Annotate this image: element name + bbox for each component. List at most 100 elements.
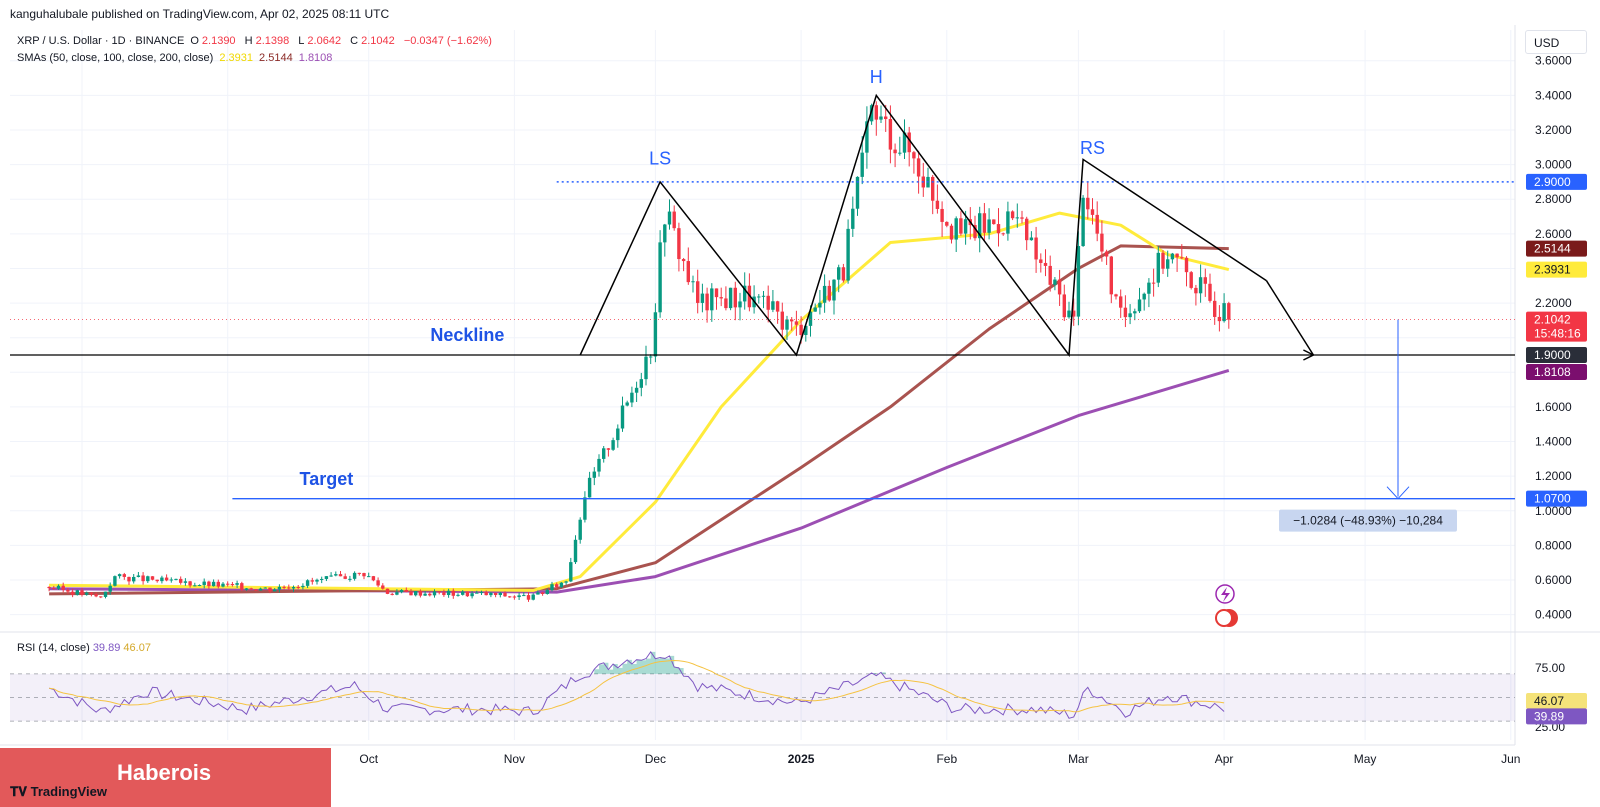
- candle-body: [451, 590, 455, 596]
- candle-body: [282, 586, 286, 588]
- candle-body: [428, 593, 432, 596]
- candle-body: [94, 594, 98, 597]
- candle-body: [235, 583, 239, 585]
- candle-body: [1034, 237, 1038, 260]
- time-tick-label: Jun: [1501, 752, 1520, 766]
- candle-body: [1208, 283, 1212, 301]
- candle-body: [230, 584, 235, 586]
- candle-body: [489, 592, 493, 596]
- rsi-legend[interactable]: RSI (14, close) 39.89 46.07: [17, 642, 151, 654]
- candle-body: [211, 581, 216, 587]
- candle-body: [315, 579, 319, 582]
- sma100-value: 2.5144: [259, 52, 293, 64]
- head-shoulders-lines: [579, 93, 1267, 358]
- change-value: −0.0347 (−1.62%): [403, 35, 492, 47]
- candle-body: [160, 577, 164, 582]
- candle-body: [1067, 310, 1071, 318]
- sma-label: SMAs (50, close, 100, close, 200, close): [17, 52, 214, 64]
- candle-body: [1170, 253, 1175, 260]
- price-tick-label: 2.8000: [1535, 192, 1572, 206]
- candle-body: [1048, 265, 1052, 285]
- time-tick-label: Oct: [359, 752, 378, 766]
- time-tick-label: Nov: [504, 752, 525, 766]
- candle-body: [827, 285, 831, 301]
- candle-body: [465, 591, 470, 597]
- candle-body: [470, 593, 474, 597]
- candle-body: [526, 595, 531, 600]
- candle-body: [996, 224, 1001, 234]
- candle-body: [1114, 294, 1118, 297]
- candle-body: [1090, 209, 1095, 215]
- candle-body: [404, 589, 408, 592]
- candle-body: [536, 592, 540, 595]
- candle-body: [775, 301, 780, 312]
- candle-body: [879, 116, 883, 120]
- price-tick-label: 0.6000: [1535, 573, 1572, 587]
- candle-body: [1227, 303, 1231, 320]
- candle-body: [75, 590, 79, 595]
- candle-body: [437, 591, 441, 593]
- price-tick-label: 3.2000: [1535, 123, 1572, 137]
- candle-body: [324, 576, 329, 579]
- candle-body: [446, 590, 451, 596]
- candle-body: [188, 581, 192, 586]
- candle-body: [334, 574, 338, 576]
- candle-body: [785, 319, 789, 330]
- candle-body: [949, 225, 954, 240]
- candle-body: [1217, 316, 1222, 322]
- candle-body: [696, 281, 700, 303]
- candle-body: [169, 579, 173, 581]
- candle-body: [207, 581, 211, 587]
- site-name: Haberois: [117, 760, 212, 785]
- sma100-tag: [1526, 240, 1587, 257]
- candle-body: [1133, 311, 1137, 314]
- candle-body: [714, 288, 719, 298]
- candle-body: [493, 592, 498, 596]
- candle-body: [1184, 257, 1189, 273]
- symbol-legend[interactable]: XRP / U.S. Dollar · 1D · BINANCE O 2.1390…: [17, 35, 492, 47]
- countdown-text: 15:48:16: [1534, 327, 1581, 341]
- candle-body: [47, 586, 51, 589]
- currency-selector[interactable]: USD: [1525, 30, 1587, 54]
- candle-body: [569, 562, 573, 582]
- annotation-target: Target: [300, 469, 354, 489]
- measure-label: −1.0284 (−48.93%) −10,284: [1293, 514, 1443, 528]
- candle-body: [710, 288, 714, 311]
- candle-body: [89, 592, 94, 595]
- candle-body: [743, 285, 747, 302]
- candle-body: [982, 213, 987, 233]
- candle-body: [296, 587, 300, 589]
- candle-body: [1029, 237, 1034, 241]
- candle-body: [338, 574, 343, 577]
- candle-body: [301, 585, 305, 588]
- neckline-tag: [1526, 347, 1587, 363]
- candle-body: [409, 591, 413, 596]
- candle-body: [329, 575, 333, 577]
- candle-body: [385, 588, 390, 594]
- candle-body: [1010, 211, 1015, 219]
- candle-body: [1100, 233, 1104, 252]
- candle-body: [545, 590, 549, 594]
- candle-body: [573, 539, 578, 563]
- candle-body: [728, 287, 733, 309]
- candle-body: [973, 225, 977, 239]
- candle-body: [287, 587, 291, 589]
- candle-body: [432, 591, 437, 596]
- candle-body: [837, 267, 841, 280]
- candle-body: [479, 592, 484, 594]
- sma-legend[interactable]: SMAs (50, close, 100, close, 200, close)…: [17, 52, 335, 64]
- rsi-tag: [1526, 708, 1587, 725]
- candle-body: [150, 576, 155, 580]
- candle-body: [1015, 217, 1019, 219]
- candle-body: [367, 576, 371, 578]
- candle-body: [634, 387, 639, 393]
- annotation-neckline: Neckline: [430, 325, 504, 345]
- candle-body: [362, 573, 366, 577]
- candle-body: [644, 356, 648, 380]
- candle-body: [1119, 296, 1123, 308]
- candle-body: [103, 591, 108, 597]
- candle-body: [113, 576, 117, 586]
- sma50-value: 2.3931: [219, 52, 253, 64]
- candle-body: [352, 572, 357, 579]
